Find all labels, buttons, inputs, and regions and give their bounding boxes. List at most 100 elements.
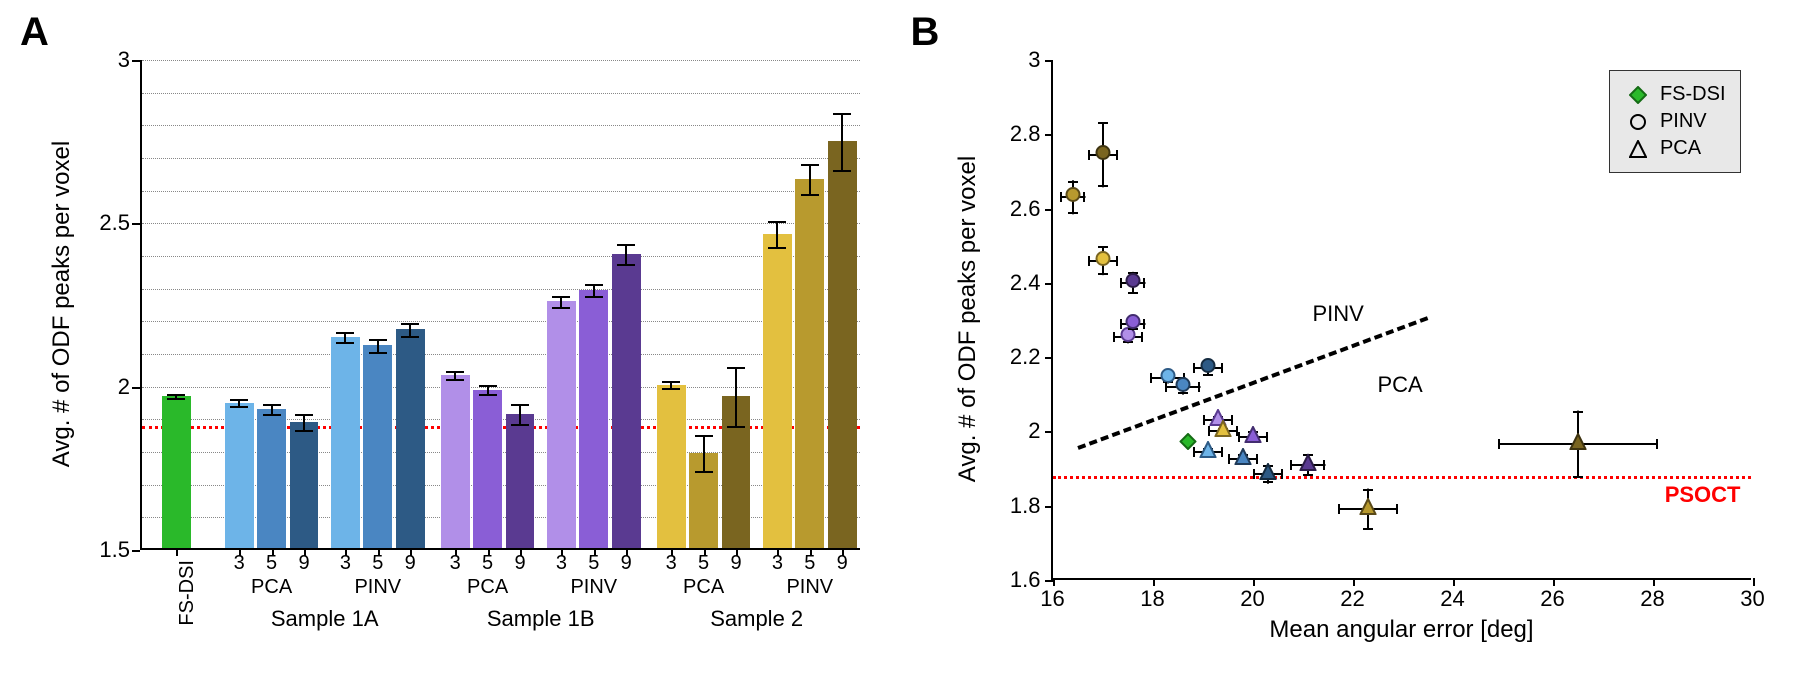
ytick-label: 1.8 <box>1010 493 1041 519</box>
bar <box>579 290 608 548</box>
ytick-label: 2.5 <box>99 210 130 236</box>
bar <box>828 141 857 548</box>
bar-tick-label: 5 <box>588 552 599 575</box>
bar-tick-label: 5 <box>266 552 277 575</box>
bar-tick-label: 9 <box>514 552 525 575</box>
circle-marker-icon <box>1124 313 1141 335</box>
grid-line <box>142 60 860 61</box>
grid-line <box>142 93 860 94</box>
triangle-icon <box>1624 140 1652 158</box>
grid-line <box>142 125 860 126</box>
triangle-marker-icon <box>1234 448 1251 470</box>
xtick-label: 28 <box>1640 586 1664 612</box>
method-group-label: PCA <box>467 576 508 599</box>
ytick-label: 2.2 <box>1010 344 1041 370</box>
bar <box>473 390 502 548</box>
triangle-marker-icon <box>1214 420 1231 442</box>
bar <box>763 234 792 548</box>
bar-tick-label: 5 <box>482 552 493 575</box>
bar <box>795 179 824 548</box>
bar-tick-label: 9 <box>837 552 848 575</box>
bar <box>441 375 470 548</box>
method-group-label: PCA <box>251 576 292 599</box>
bar-tick-label: 5 <box>372 552 383 575</box>
bar <box>612 254 641 548</box>
bar-tick-label: FS-DSI <box>176 560 199 626</box>
diamond-icon <box>1624 86 1652 104</box>
legend-label: FS-DSI <box>1660 83 1726 106</box>
bar-tick-label: 5 <box>698 552 709 575</box>
circle-marker-icon <box>1064 186 1081 208</box>
bar <box>396 329 425 548</box>
scatter-chart: Avg. # of ODF peaks per voxel Mean angul… <box>1051 60 1751 580</box>
bar-tick-label: 3 <box>234 552 245 575</box>
method-group-label: PINV <box>570 576 617 599</box>
panel-a: A Avg. # of ODF peaks per voxel 1.522.53… <box>20 10 891 686</box>
method-group-label: PINV <box>786 576 833 599</box>
grid-line <box>142 387 860 388</box>
figure-root: A Avg. # of ODF peaks per voxel 1.522.53… <box>0 0 1801 696</box>
bar-tick-label: 9 <box>405 552 416 575</box>
xtick-label: 22 <box>1340 586 1364 612</box>
bar <box>331 337 360 548</box>
ytick-label: 2 <box>1028 418 1040 444</box>
grid-line <box>142 321 860 322</box>
triangle-marker-icon <box>1359 498 1376 520</box>
legend-row: PINV <box>1624 110 1726 133</box>
circle-marker-icon <box>1174 376 1191 398</box>
xtick-label: 26 <box>1540 586 1564 612</box>
grid-line <box>142 354 860 355</box>
bar <box>657 385 686 548</box>
grid-line <box>142 223 860 224</box>
panel-b: B Avg. # of ODF peaks per voxel Mean ang… <box>911 10 1782 686</box>
method-group-label: PINV <box>354 576 401 599</box>
bar <box>257 409 286 548</box>
triangle-marker-icon <box>1199 441 1216 463</box>
bar-tick-label: 3 <box>666 552 677 575</box>
ytick-label: 1.6 <box>1010 567 1041 593</box>
bar <box>689 453 718 548</box>
bar-tick-label: 9 <box>730 552 741 575</box>
triangle-marker-icon <box>1244 426 1261 448</box>
panel-a-label: A <box>20 10 49 55</box>
ytick-label: 3 <box>118 47 130 73</box>
bar <box>225 403 254 548</box>
panel-b-label: B <box>911 10 940 55</box>
method-group-label: PCA <box>683 576 724 599</box>
pinv-annotation: PINV <box>1313 301 1364 327</box>
psoct-label: PSOCT <box>1665 482 1741 508</box>
bar <box>506 414 535 548</box>
ytick-label: 2.6 <box>1010 196 1041 222</box>
legend-row: FS-DSI <box>1624 83 1726 106</box>
bar <box>290 422 319 548</box>
circle-marker-icon <box>1094 250 1111 272</box>
sample-group-label: Sample 2 <box>710 606 803 632</box>
bar <box>547 301 576 548</box>
circle-marker-icon <box>1199 357 1216 379</box>
grid-line <box>142 191 860 192</box>
circle-marker-icon <box>1124 272 1141 294</box>
ytick-label: 3 <box>1028 47 1040 73</box>
grid-line <box>142 289 860 290</box>
grid-line <box>142 256 860 257</box>
panel-b-xlabel: Mean angular error [deg] <box>1269 616 1533 644</box>
pca-annotation: PCA <box>1378 372 1423 398</box>
sample-group-label: Sample 1A <box>271 606 379 632</box>
xtick-label: 16 <box>1040 586 1064 612</box>
ytick-label: 2.8 <box>1010 121 1041 147</box>
bar-chart: Avg. # of ODF peaks per voxel 1.522.53FS… <box>140 60 860 550</box>
xtick-label: 24 <box>1440 586 1464 612</box>
bar-tick-label: 3 <box>772 552 783 575</box>
bar <box>162 396 191 548</box>
panel-a-ylabel: Avg. # of ODF peaks per voxel <box>48 141 76 467</box>
psoct-reference-line <box>1053 476 1751 479</box>
bar-tick-label: 3 <box>450 552 461 575</box>
ytick-label: 2.4 <box>1010 270 1041 296</box>
panel-b-ylabel: Avg. # of ODF peaks per voxel <box>954 156 982 482</box>
xtick-label: 30 <box>1740 586 1764 612</box>
legend-label: PCA <box>1660 137 1701 160</box>
bar <box>722 396 751 548</box>
xtick-label: 18 <box>1140 586 1164 612</box>
sample-group-label: Sample 1B <box>487 606 595 632</box>
bar <box>363 345 392 548</box>
